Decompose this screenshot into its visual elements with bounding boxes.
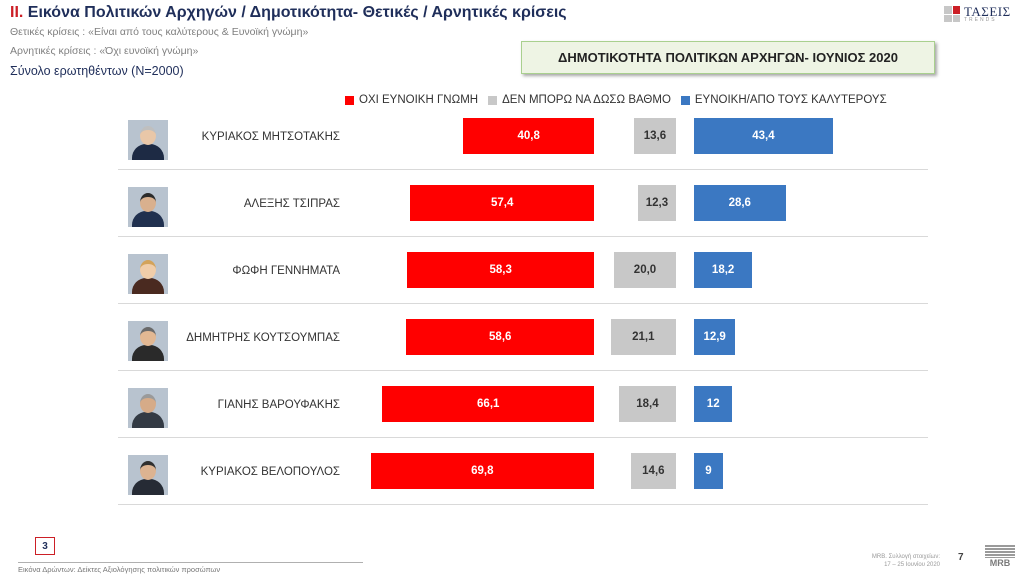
- bar-value-label: 18,4: [636, 398, 659, 410]
- footer-fieldwork-line1: MRB. Συλλογή στοιχείων:: [871, 554, 940, 560]
- photo-body-shape: [132, 412, 164, 428]
- legend-swatch-negative: [345, 95, 354, 105]
- leader-name-label: ΓΙΑΝΗΣ ΒΑΡΟΥΦΑΚΗΣ: [217, 399, 340, 411]
- bar-negative: 66,1: [382, 386, 594, 422]
- bar-positive: 43,4: [694, 118, 833, 154]
- photo-body-shape: [132, 278, 164, 294]
- bar-neutral: 18,4: [618, 386, 676, 422]
- leader-photo: [128, 187, 168, 227]
- legend-item-positive: ΕΥΝΟΙΚΗ/ΑΠΟ ΤΟΥΣ ΚΑΛΥΤΕΡΟΥΣ: [680, 94, 887, 106]
- bar-neutral: 14,6: [630, 453, 676, 489]
- photo-head-shape: [140, 260, 156, 279]
- bar-value-label: 58,3: [489, 264, 512, 276]
- row-divider: [118, 370, 928, 371]
- bar-value-label: 9: [705, 465, 712, 477]
- logo-subtext: TRENDS: [964, 17, 997, 23]
- leader-name-label: ΔΗΜΗΤΡΗΣ ΚΟΥΤΣΟΥΜΠΑΣ: [186, 332, 340, 344]
- photo-head-shape: [140, 327, 156, 346]
- photo-head-shape: [140, 193, 156, 212]
- row-divider: [118, 169, 928, 170]
- legend-label-neutral: ΔΕΝ ΜΠΟΡΩ ΝΑ ΔΩΣΩ ΒΑΘΜΟ: [502, 94, 671, 106]
- bar-positive: 12,9: [694, 319, 736, 355]
- row-divider: [118, 504, 928, 505]
- photo-body-shape: [132, 144, 164, 160]
- bar-value-label: 20,0: [633, 264, 657, 276]
- leader-name-label: ΚΥΡΙΑΚΟΣ ΒΕΛΟΠΟΥΛΟΣ: [200, 466, 340, 478]
- bar-neutral: 13,6: [633, 118, 676, 154]
- subtitle-positive: Θετικές κρίσεις : «Είναι από τους καλύτε…: [10, 26, 309, 38]
- logo-text: ΤΑΣΕΙΣ: [964, 4, 1011, 19]
- legend-swatch-positive: [680, 95, 690, 105]
- footer-caption: Εικόνα Δρώντων: Δείκτες Αξιολόγησης πολι…: [18, 565, 221, 574]
- leader-name-label: ΚΥΡΙΑΚΟΣ ΜΗΤΣΟΤΑΚΗΣ: [201, 131, 340, 143]
- bar-value-label: 66,1: [477, 398, 500, 410]
- bar-positive: 12: [694, 386, 733, 422]
- title-text: Εικόνα Πολιτικών Αρχηγών / Δημοτικότητα-…: [27, 4, 567, 21]
- bar-value-label: 28,6: [728, 197, 751, 209]
- bar-negative: 69,8: [370, 453, 594, 489]
- bar-neutral: 20,0: [614, 252, 676, 288]
- leader-photo: [128, 120, 168, 160]
- logo-squares-icon: [944, 6, 960, 22]
- bar-value-label: 12: [706, 398, 720, 410]
- footer-fieldwork-line2: 17 – 25 Ιουνίου 2020: [884, 562, 940, 568]
- bar-value-label: 57,4: [490, 197, 514, 209]
- chart-banner-title: ΔΗΜΟΤΙΚΟΤΗΤΑ ΠΟΛΙΤΙΚΩΝ ΑΡΧΗΓΩΝ- ΙΟΥΝΙΟΣ …: [521, 41, 935, 74]
- photo-head-shape: [140, 394, 156, 413]
- mrb-logo-text: MRB: [989, 558, 1011, 568]
- leader-name-label: ΦΩΦΗ ΓΕΝΝΗΜΑΤΑ: [232, 265, 340, 277]
- footer-divider: [18, 562, 363, 563]
- bar-value-label: 13,6: [643, 130, 667, 142]
- title-number: II.: [10, 4, 24, 21]
- photo-body-shape: [132, 345, 164, 361]
- sample-size: Σύνολο ερωτηθέντων (N=2000): [10, 64, 184, 78]
- chart-legend: ΟΧΙ ΕΥΝΟΙΚΗ ΓΝΩΜΗ ΔΕΝ ΜΠΟΡΩ ΝΑ ΔΩΣΩ ΒΑΘΜΟ…: [345, 94, 897, 106]
- photo-body-shape: [132, 211, 164, 227]
- leader-photo: [128, 455, 168, 495]
- photo-head-shape: [140, 126, 156, 145]
- bar-negative: 57,4: [410, 185, 594, 221]
- bar-neutral: 12,3: [637, 185, 676, 221]
- slide-number-box: 3: [35, 537, 55, 555]
- leader-name-label: ΑΛΕΞΗΣ ΤΣΙΠΡΑΣ: [243, 198, 340, 210]
- photo-body-shape: [132, 479, 164, 495]
- leader-photo: [128, 254, 168, 294]
- bar-negative: 40,8: [463, 118, 594, 154]
- bar-negative: 58,3: [407, 252, 594, 288]
- leader-photo: [128, 321, 168, 361]
- bar-positive: 18,2: [694, 252, 753, 288]
- mrb-logo: MRB: [985, 545, 1015, 571]
- bar-value-label: 58,6: [489, 331, 512, 343]
- photo-head-shape: [140, 461, 156, 480]
- subtitle-negative: Αρνητικές κρίσεις : «Όχι ευνοϊκή γνώμη»: [10, 45, 199, 57]
- tasis-logo: ΤΑΣΕΙΣ TRENDS: [944, 4, 1020, 24]
- bar-neutral: 21,1: [610, 319, 676, 355]
- footer-fieldwork: MRB. Συλλογή στοιχείων: 17 – 25 Ιουνίου …: [830, 553, 940, 569]
- bar-value-label: 69,8: [471, 465, 494, 477]
- legend-label-negative: ΟΧΙ ΕΥΝΟΙΚΗ ΓΝΩΜΗ: [359, 94, 479, 106]
- bar-value-label: 43,4: [752, 130, 775, 142]
- row-divider: [118, 437, 928, 438]
- bar-value-label: 21,1: [632, 331, 655, 343]
- bar-negative: 58,6: [406, 319, 594, 355]
- legend-label-positive: ΕΥΝΟΙΚΗ/ΑΠΟ ΤΟΥΣ ΚΑΛΥΤΕΡΟΥΣ: [694, 94, 887, 106]
- legend-swatch-neutral: [488, 95, 498, 105]
- bar-value-label: 40,8: [517, 130, 540, 142]
- page-number: 7: [958, 552, 964, 563]
- bar-value-label: 18,2: [711, 264, 735, 276]
- bar-value-label: 12,3: [645, 197, 669, 209]
- page-title: II. Εικόνα Πολιτικών Αρχηγών / Δημοτικότ…: [10, 4, 567, 22]
- leader-photo: [128, 388, 168, 428]
- bar-value-label: 12,9: [703, 331, 726, 343]
- bar-positive: 9: [694, 453, 723, 489]
- row-divider: [118, 236, 928, 237]
- legend-item-neutral: ΔΕΝ ΜΠΟΡΩ ΝΑ ΔΩΣΩ ΒΑΘΜΟ: [488, 94, 671, 106]
- bar-positive: 28,6: [694, 185, 786, 221]
- row-divider: [118, 303, 928, 304]
- mrb-stripes-icon: [985, 545, 1015, 558]
- legend-item-negative: ΟΧΙ ΕΥΝΟΙΚΗ ΓΝΩΜΗ: [345, 94, 478, 106]
- bar-value-label: 14,6: [642, 465, 665, 477]
